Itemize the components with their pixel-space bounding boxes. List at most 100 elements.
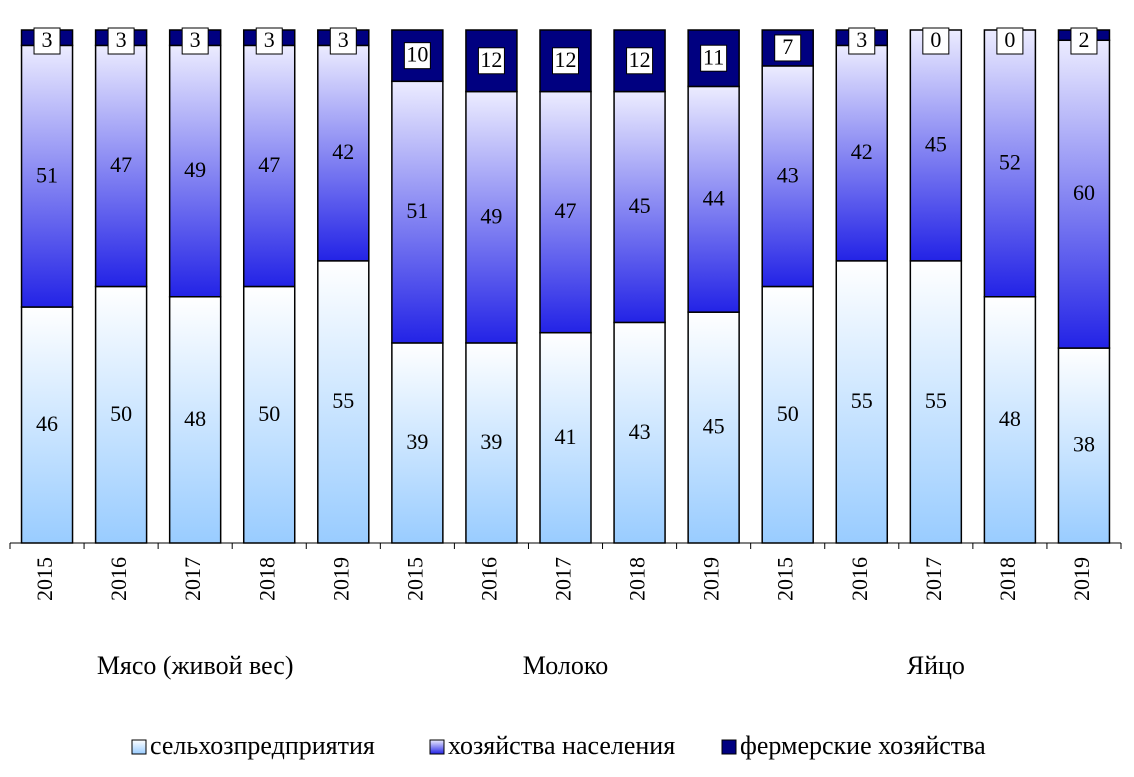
legend-swatch	[429, 739, 445, 755]
legend-swatch	[721, 739, 737, 755]
label-box	[700, 44, 728, 72]
label-box	[107, 27, 135, 55]
data-label: 46	[36, 411, 58, 436]
data-label: 41	[555, 424, 577, 449]
data-label: 12	[555, 47, 577, 72]
label-box	[996, 27, 1024, 55]
legend-label: сельхозпредприятия	[150, 731, 375, 760]
data-label: 3	[338, 27, 349, 52]
x-tick-label: 2016	[476, 557, 501, 601]
label-box	[922, 27, 950, 55]
bar-segment	[613, 90, 666, 324]
group-label: Мясо (живой вес)	[97, 651, 294, 680]
data-label: 12	[629, 47, 651, 72]
bar-segment	[909, 260, 963, 544]
label-box	[477, 47, 505, 75]
bar-segment	[687, 85, 740, 313]
x-tick-label: 2016	[106, 557, 131, 601]
data-label: 51	[36, 162, 58, 187]
data-label: 55	[851, 388, 873, 413]
x-tick-label: 2016	[847, 557, 872, 601]
bar-segment	[539, 90, 592, 334]
data-label: 12	[480, 47, 502, 72]
data-label: 52	[999, 149, 1021, 174]
x-tick-label: 2017	[180, 557, 205, 601]
x-tick-label: 2015	[32, 557, 57, 601]
legend-swatch	[131, 739, 147, 755]
x-tick-label: 2015	[402, 557, 427, 601]
bar-segment	[539, 331, 592, 544]
bar-segment	[909, 29, 963, 262]
label-box	[181, 27, 209, 55]
data-label: 49	[480, 203, 502, 228]
bar-segment	[835, 44, 889, 262]
bar-segment	[317, 44, 370, 262]
group-label: Яйцо	[907, 651, 965, 680]
data-label: 0	[1004, 27, 1015, 52]
bar-segment	[94, 44, 148, 288]
data-label: 44	[703, 185, 725, 210]
data-label: 50	[777, 401, 799, 426]
x-tick-label: 2019	[699, 557, 724, 601]
data-label: 42	[332, 139, 354, 164]
data-label: 50	[258, 401, 280, 426]
data-label: 39	[480, 429, 502, 454]
bar-segment	[242, 285, 296, 544]
group-label: Молоко	[523, 651, 608, 680]
data-label: 47	[555, 198, 577, 223]
x-tick-label: 2018	[254, 557, 279, 601]
data-label: 0	[930, 27, 941, 52]
bar-segment	[761, 65, 814, 288]
x-tick-label: 2018	[625, 557, 650, 601]
bar-segment	[391, 80, 444, 344]
data-label: 45	[629, 193, 651, 218]
data-label: 47	[110, 152, 132, 177]
legend-label: фермерские хозяйства	[740, 731, 986, 760]
bar-segment	[687, 311, 740, 544]
bar-segment	[168, 296, 222, 544]
data-label: 49	[184, 157, 206, 182]
bar-segment	[983, 296, 1037, 544]
label-box	[255, 27, 283, 55]
x-tick-label: 2019	[328, 557, 353, 601]
data-label: 2	[1078, 27, 1089, 52]
bar-segment	[391, 342, 444, 544]
data-label: 3	[856, 27, 867, 52]
bar-segment	[983, 29, 1037, 298]
data-label: 45	[703, 414, 725, 439]
data-label: 48	[184, 406, 206, 431]
data-label: 7	[782, 34, 793, 59]
label-box	[329, 27, 357, 55]
data-label: 48	[999, 406, 1021, 431]
data-label: 38	[1073, 432, 1095, 457]
data-label: 50	[110, 401, 132, 426]
label-box	[774, 34, 802, 62]
label-box	[626, 47, 654, 75]
data-label: 55	[332, 388, 354, 413]
data-label: 43	[777, 162, 799, 187]
legend-label: хозяйства населения	[448, 731, 675, 760]
bar-segment	[20, 44, 74, 308]
x-tick-label: 2017	[921, 557, 946, 601]
bar-segment	[242, 44, 296, 288]
data-label: 43	[629, 419, 651, 444]
data-label: 42	[851, 139, 873, 164]
bar-segment	[168, 44, 222, 298]
data-label: 55	[925, 388, 947, 413]
label-box	[1070, 27, 1098, 55]
x-tick-label: 2019	[1069, 557, 1094, 601]
data-label: 11	[703, 44, 724, 69]
label-box	[552, 47, 579, 75]
label-box	[403, 42, 431, 70]
data-label: 47	[258, 152, 280, 177]
bar-segment	[465, 342, 518, 544]
label-box	[33, 27, 61, 55]
x-tick-label: 2018	[995, 557, 1020, 601]
data-label: 39	[406, 429, 428, 454]
data-label: 45	[925, 131, 947, 156]
bar-segment	[94, 285, 148, 544]
data-label: 3	[190, 27, 201, 52]
x-tick-label: 2015	[773, 557, 798, 601]
bar-segment	[317, 260, 370, 544]
bar-segment	[20, 306, 74, 544]
